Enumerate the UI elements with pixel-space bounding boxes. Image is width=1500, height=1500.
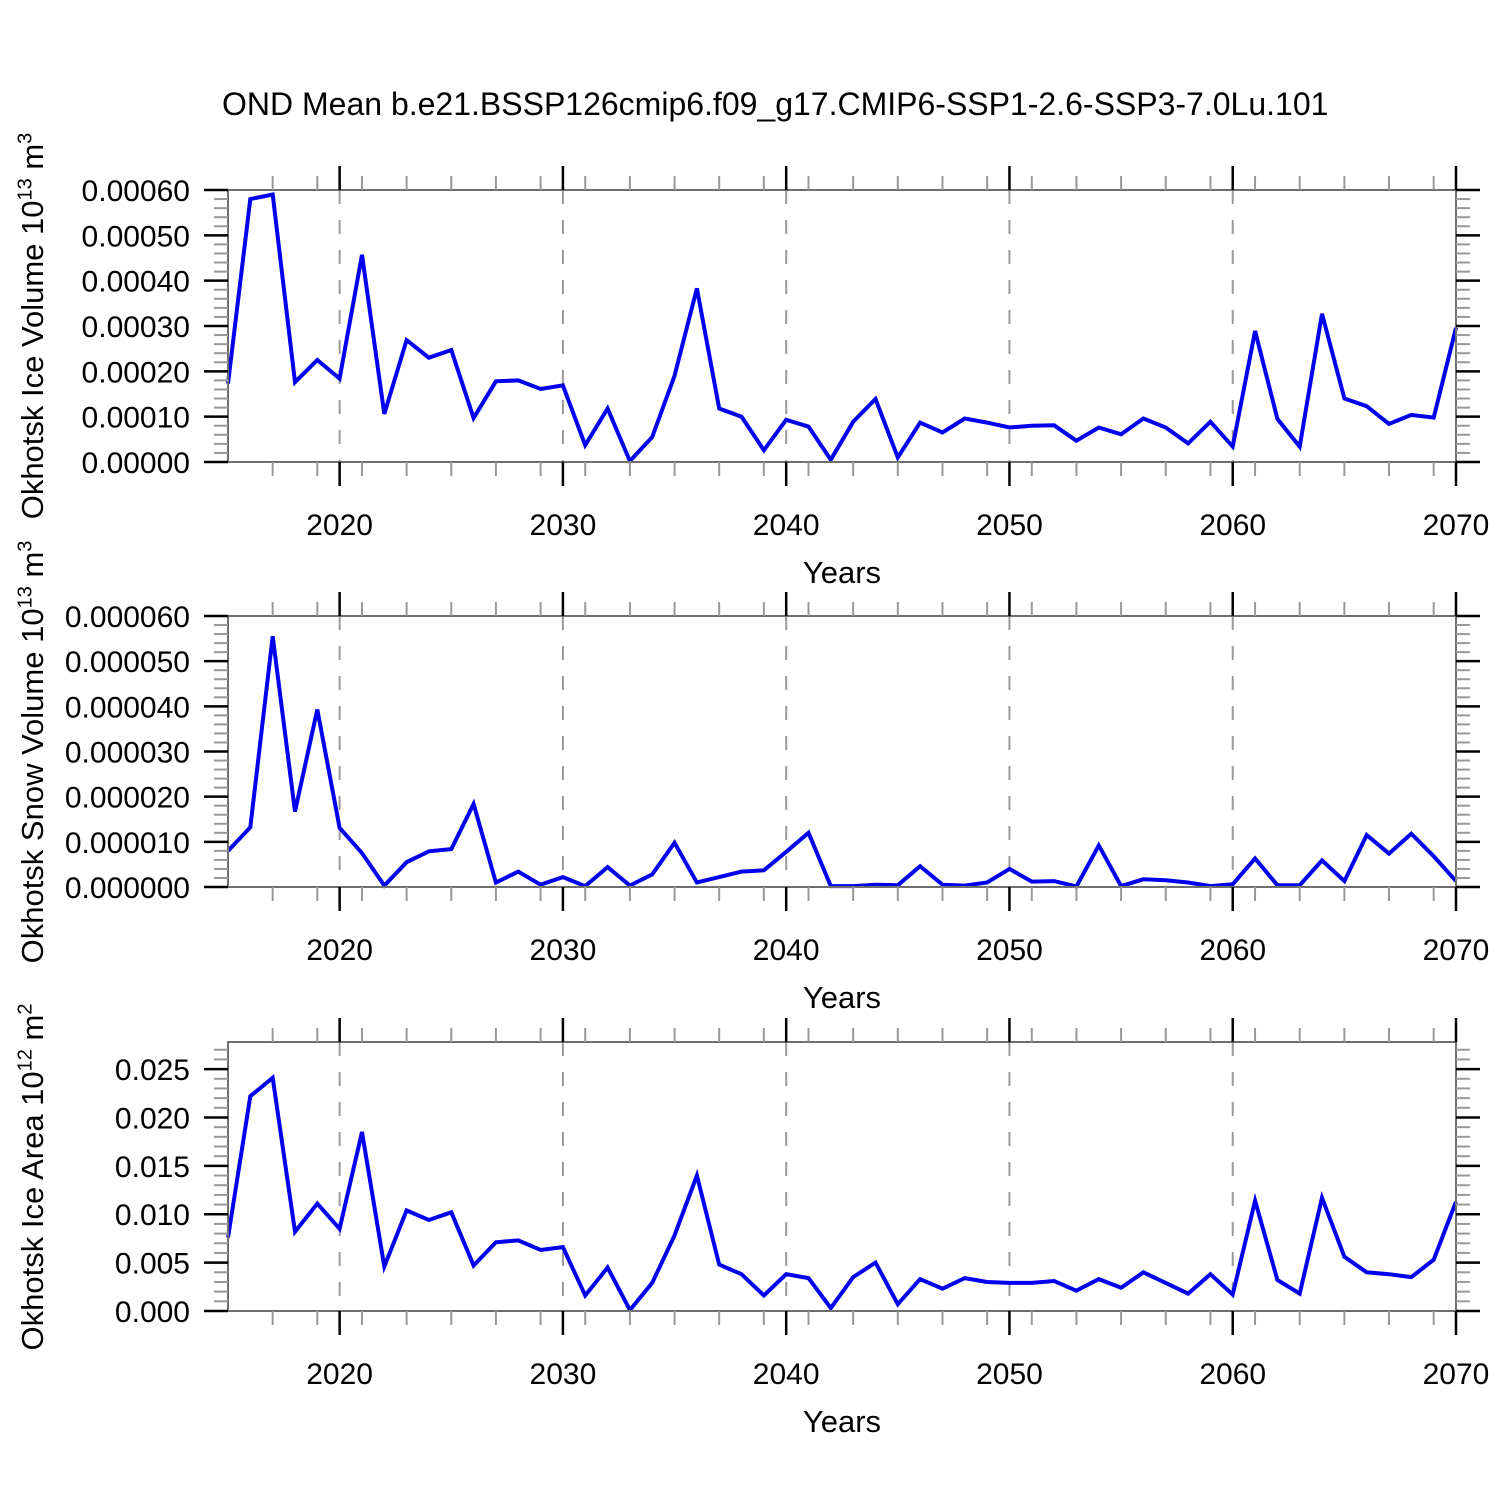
series-line-snow-volume [226, 636, 1458, 889]
panel-snow-volume: 2020 2030 2040 2050 2060 2070 0.000000 0.000010… [65, 592, 1489, 1015]
y-tick-label: 0.00040 [82, 266, 190, 299]
y-tick-label: 0.000020 [65, 782, 190, 815]
y-tick-label: 0.010 [115, 1199, 190, 1232]
y-major-ticks: 0.000 0.005 0.010 0.015 0.020 0.025 [115, 1054, 1480, 1329]
chart-title: OND Mean b.e21.BSSP126cmip6.f09_g17.CMIP… [222, 86, 1329, 122]
x-minor-ticks [271, 176, 1435, 476]
y-tick-label: 0.00000 [82, 447, 190, 480]
x-tick-label: 2070 [1423, 509, 1490, 542]
y-tick-label: 0.005 [115, 1248, 190, 1281]
plot-frame [227, 189, 1457, 463]
y-major-ticks: 0.000000 0.000010 0.000020 0.000030 0.000040… [65, 601, 1480, 905]
panel-ice-volume: 2020 2030 2040 2050 2060 20700.000000.000100.… [82, 166, 1489, 590]
x-tick-label: 2070 [1423, 934, 1490, 967]
y-minor-ticks [214, 198, 1470, 454]
x-tick-label: 2060 [1199, 934, 1266, 967]
plot-frame [227, 1041, 1457, 1312]
x-tick-label: 2040 [753, 934, 820, 967]
gridlines [338, 1042, 1234, 1311]
x-tick-label: 2020 [306, 934, 373, 967]
x-axis-title: Years [803, 980, 881, 1015]
x-tick-label: 2050 [976, 934, 1043, 967]
y-tick-label: 0.000050 [65, 646, 190, 679]
panel-ice-area: 2020 2030 2040 2050 2060 20700.0000.0050.0100… [115, 1018, 1489, 1439]
x-tick-label: 2020 [306, 1358, 373, 1391]
x-major-ticks: 2020 2030 2040 2050 2060 2070 [306, 1018, 1489, 1391]
x-minor-ticks [271, 1028, 1435, 1325]
y-tick-label: 0.000010 [65, 827, 190, 860]
x-tick-label: 2040 [753, 1358, 820, 1391]
x-tick-label: 2030 [530, 509, 597, 542]
x-tick-label: 2020 [306, 509, 373, 542]
y-tick-label: 0.000000 [65, 872, 190, 905]
x-tick-label: 2070 [1423, 1358, 1490, 1391]
y-tick-label: 0.00010 [82, 402, 190, 435]
x-tick-label: 2060 [1199, 509, 1266, 542]
y-tick-label: 0.000040 [65, 691, 190, 724]
y-tick-label: 0.00060 [82, 175, 190, 208]
y-tick-label: 0.000 [115, 1296, 190, 1329]
y-tick-label: 0.015 [115, 1151, 190, 1184]
series-line-ice-area [226, 1074, 1458, 1314]
y-major-ticks: 0.00000 0.00010 0.00020 0.00030 0.00040 0.000… [82, 175, 1480, 480]
x-minor-ticks [271, 602, 1435, 901]
x-major-ticks: 2020 2030 2040 2050 2060 2070 [306, 166, 1489, 542]
x-tick-label: 2060 [1199, 1358, 1266, 1391]
y-tick-label: 0.025 [115, 1054, 190, 1087]
y-minor-ticks [214, 1048, 1470, 1303]
x-major-ticks: 2020 2030 2040 2050 2060 2070 [306, 592, 1489, 967]
y-tick-label: 0.00030 [82, 311, 190, 344]
y-tick-label: 0.020 [115, 1102, 190, 1135]
x-tick-label: 2030 [530, 934, 597, 967]
series-line-ice-volume [226, 192, 1458, 465]
y-tick-label: 0.00050 [82, 220, 190, 253]
x-tick-label: 2040 [753, 509, 820, 542]
x-tick-label: 2030 [530, 1358, 597, 1391]
x-axis-title: Years [803, 1404, 881, 1439]
y-tick-label: 0.00020 [82, 356, 190, 389]
x-axis-title: Years [803, 555, 881, 590]
y-tick-label: 0.000030 [65, 737, 190, 770]
x-tick-label: 2050 [976, 509, 1043, 542]
y-tick-label: 0.000060 [65, 601, 190, 634]
x-tick-label: 2050 [976, 1358, 1043, 1391]
y-minor-ticks [214, 624, 1470, 879]
plot-frame [227, 615, 1457, 888]
